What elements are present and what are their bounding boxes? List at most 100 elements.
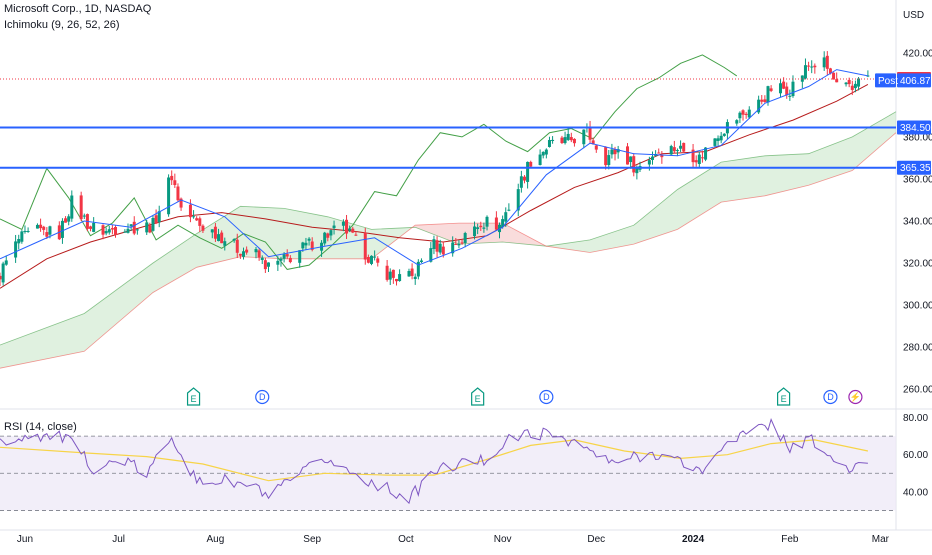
candle-down	[345, 214, 349, 240]
time-axis-label: Sep	[303, 534, 321, 545]
ichimoku-legend[interactable]: Ichimoku (9, 26, 52, 26)	[4, 19, 120, 31]
candle-down	[479, 221, 483, 231]
candle-body	[763, 99, 767, 102]
event-marker-dividend[interactable]: D	[823, 389, 838, 405]
candle-down	[385, 259, 389, 282]
candle-up	[126, 223, 130, 234]
candle-up	[388, 268, 392, 285]
candle-body	[591, 140, 595, 145]
candle-up	[341, 219, 345, 232]
candle-down	[835, 72, 839, 83]
candle-up	[23, 225, 27, 234]
candle-down	[410, 263, 414, 280]
candle-up	[778, 78, 782, 98]
candle-down	[632, 153, 636, 177]
candle-up	[348, 225, 352, 233]
candle-body	[363, 232, 367, 260]
candle-body	[479, 225, 483, 228]
candle-down	[154, 209, 158, 225]
candle-up	[650, 151, 654, 165]
candle-down	[89, 225, 93, 232]
candle-up	[757, 95, 761, 115]
price-badge-bg	[897, 73, 931, 88]
candle-up	[563, 131, 567, 145]
dividend-label: D	[827, 392, 834, 402]
candle-body	[704, 147, 708, 160]
candle-up	[516, 183, 520, 217]
rsi-legend[interactable]: RSI (14, close)	[4, 421, 77, 433]
price-badge[interactable]: 365.35	[897, 160, 931, 175]
candle-up	[210, 229, 214, 239]
candle-body	[722, 133, 726, 136]
dividend-icon	[539, 389, 554, 405]
price-tick-label: 260.00	[903, 385, 932, 396]
event-marker-dividend[interactable]: D	[255, 389, 270, 405]
event-marker-earnings[interactable]: E	[186, 387, 201, 406]
candle-body	[616, 149, 620, 153]
earnings-label: E	[475, 394, 481, 404]
price-badge-label: 406.87	[900, 76, 931, 87]
candle-body	[242, 251, 246, 257]
candles	[0, 51, 870, 287]
candle-body	[110, 228, 114, 230]
event-marker-earnings[interactable]: E	[471, 387, 485, 406]
candle-body	[376, 258, 380, 263]
candle-body	[807, 65, 811, 67]
candle-body	[791, 81, 795, 97]
candle-body	[563, 137, 567, 144]
candle-down	[569, 132, 573, 143]
candle-body	[691, 149, 695, 163]
candle-down	[288, 255, 292, 264]
candle-body	[719, 135, 723, 141]
candle-up	[607, 149, 611, 170]
candle-body	[126, 228, 130, 233]
candle-up	[722, 133, 726, 137]
candle-up	[307, 237, 311, 246]
candle-body	[460, 242, 464, 244]
candle-body	[485, 216, 489, 227]
candle-up	[167, 174, 171, 217]
time-axis-label: Feb	[781, 534, 799, 545]
time-axis-label: Aug	[207, 534, 225, 545]
candle-body	[429, 248, 433, 262]
price-badge[interactable]: 384.50	[897, 120, 931, 135]
candle-up	[526, 161, 530, 189]
candle-up	[616, 145, 620, 159]
event-marker-news[interactable]: ⚡	[848, 389, 863, 405]
candle-body	[747, 109, 751, 118]
candle-body	[332, 225, 336, 229]
candle-body	[266, 262, 270, 267]
symbol-legend[interactable]: Microsoft Corp., 1D, NASDAQ	[4, 3, 152, 15]
event-marker-earnings[interactable]: E	[777, 387, 791, 406]
candle-up	[370, 255, 374, 266]
candle-up	[519, 170, 523, 193]
candle-up	[20, 230, 24, 244]
price-tick-label: 360.00	[903, 174, 932, 185]
rsi-tick-label: 60.00	[903, 450, 928, 461]
time-axis-label: Jul	[112, 534, 125, 545]
candle-body	[48, 226, 52, 235]
price-badge-bg	[897, 120, 931, 135]
candle-body	[64, 218, 68, 223]
candle-body	[35, 224, 39, 229]
currency-label[interactable]: USD	[903, 10, 925, 21]
candle-up	[457, 240, 461, 249]
candle-body	[326, 233, 330, 238]
candle-down	[363, 227, 367, 265]
candle-up	[551, 136, 555, 144]
candle-up	[853, 80, 857, 93]
cloud-bullish-area	[546, 111, 896, 253]
candle-body	[669, 146, 673, 155]
candle-body	[757, 99, 761, 113]
candle-body	[135, 229, 139, 231]
candle-up	[675, 148, 679, 157]
candle-body	[810, 66, 814, 68]
candle-down	[588, 120, 592, 144]
candle-body	[588, 126, 592, 140]
candle-up	[679, 140, 683, 153]
candle-down	[657, 148, 661, 154]
event-marker-dividend[interactable]: D	[539, 389, 554, 405]
